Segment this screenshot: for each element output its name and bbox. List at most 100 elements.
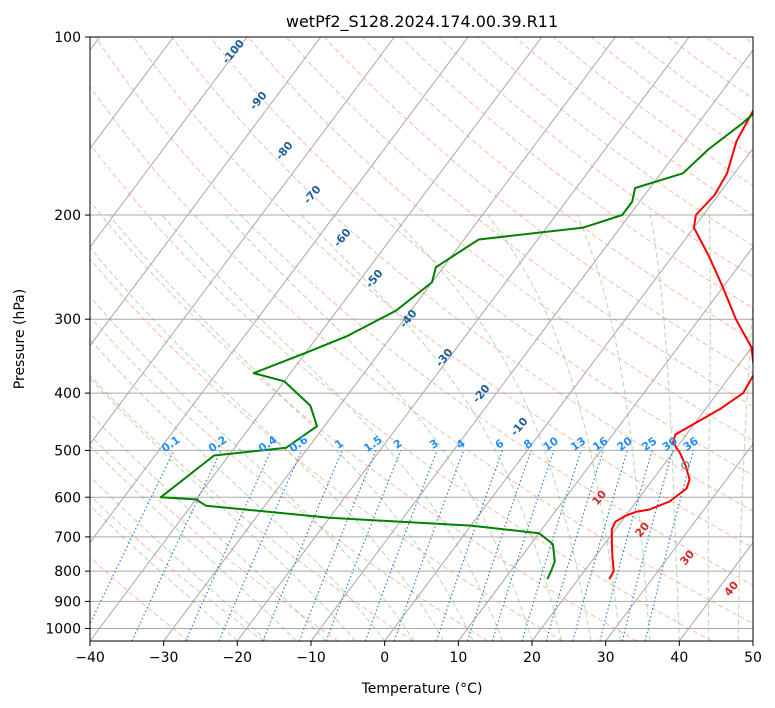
- x-tick-label: 0: [380, 650, 389, 666]
- dry-adiabat: [285, 37, 753, 408]
- mixing-ratio-line: [262, 450, 343, 641]
- background-lines: [90, 37, 753, 641]
- dry-adiabat: [247, 37, 753, 442]
- moist-adiabat: [90, 445, 297, 641]
- mixing-ratio-label: 0.4: [256, 433, 280, 455]
- dry-adiabat: [90, 495, 264, 641]
- mixing-ratio-line: [521, 450, 582, 641]
- moist-adiabat: [390, 214, 592, 641]
- x-tick-label: 40: [670, 650, 688, 666]
- mixing-ratio-line: [393, 450, 465, 641]
- mixing-ratio-label: 1.5: [361, 433, 384, 455]
- isotherm-gridline: [752, 640, 753, 641]
- dewpoint-profile-line: [159, 112, 753, 580]
- dry-adiabat: [90, 434, 339, 641]
- temperature-profile-line: [608, 108, 753, 580]
- x-tick-label: 30: [597, 650, 615, 666]
- y-tick-label: 300: [54, 312, 81, 328]
- dry-adiabat: [90, 143, 712, 641]
- mixing-ratio-line: [185, 450, 272, 641]
- dry-adiabat: [90, 258, 563, 641]
- isotherm-gridline: [531, 344, 753, 641]
- isotherm-gridline: [163, 37, 616, 641]
- moist-adiabat: [737, 295, 753, 641]
- mixing-ratio-label: 25: [639, 434, 659, 453]
- dry-adiabat: [400, 37, 753, 309]
- x-tick-label: 50: [744, 650, 762, 666]
- moist-adiabat: [90, 475, 268, 641]
- dry-adiabat: [90, 200, 638, 641]
- dry-adiabat: [438, 37, 753, 278]
- chart-title: wetPf2_S128.2024.174.00.39.R11: [286, 12, 558, 32]
- y-tick-label: 600: [54, 490, 81, 506]
- dry-adiabat: [90, 374, 414, 641]
- lcl-marker: [681, 461, 690, 470]
- y-tick-label: 500: [54, 443, 81, 459]
- dry-adiabat: [133, 37, 753, 549]
- y-tick-label: 400: [54, 386, 81, 402]
- moist-adiabat: [90, 377, 356, 641]
- mixing-ratio-line: [435, 450, 504, 641]
- mixing-ratio-line: [572, 450, 629, 641]
- moist-adiabat: [90, 246, 445, 641]
- mixing-ratio-line: [298, 450, 377, 641]
- moist-adiabat: [224, 214, 533, 641]
- y-tick-label: 700: [54, 530, 81, 546]
- isotherm-gridline: [90, 37, 395, 445]
- mixing-ratio-label: 2: [391, 437, 405, 452]
- moist-adiabat-label: 10: [589, 487, 609, 507]
- dry-adiabat-label: -10: [508, 415, 531, 439]
- mixing-ratio-label: 0.2: [206, 433, 229, 455]
- dry-adiabat: [90, 316, 488, 641]
- y-tick-label: 100: [54, 30, 81, 46]
- moist-adiabat: [576, 214, 651, 641]
- dry-adiabat-label: -100: [219, 37, 247, 67]
- dry-adiabat: [90, 85, 753, 625]
- mixing-ratio-label: 1: [332, 437, 346, 452]
- dry-adiabat: [324, 37, 753, 374]
- isotherm-gridline: [605, 443, 753, 641]
- mixing-ratio-label: 4: [454, 436, 468, 451]
- mixing-ratio-line: [644, 450, 695, 641]
- isotherm-gridline: [90, 37, 469, 544]
- x-tick-label: −40: [75, 650, 105, 666]
- y-axis-title: Pressure (hPa): [12, 289, 28, 389]
- mixing-ratio-line: [491, 450, 555, 641]
- moist-adiabat-label: 30: [677, 547, 697, 567]
- moist-adiabat: [707, 214, 711, 641]
- moist-adiabat: [90, 339, 386, 641]
- x-tick-label: 10: [449, 650, 467, 666]
- mixing-ratio-label: 8: [521, 437, 535, 452]
- axes: −40 −30 −20 −10 0 10 20 30 40 50 1000 900 800 700 600 5…: [45, 30, 762, 666]
- dry-adiabat: [209, 37, 753, 477]
- isotherm-gridline: [457, 246, 753, 641]
- dry-adiabat: [743, 37, 753, 44]
- x-tick-label: −20: [223, 650, 253, 666]
- x-tick-label: −10: [296, 650, 326, 666]
- dry-adiabat-label: -40: [397, 307, 420, 331]
- mixing-ratio-line: [545, 450, 604, 641]
- x-axis-title: Temperature (°C): [361, 681, 483, 697]
- dry-adiabat: [90, 556, 190, 641]
- isotherm-gridline: [90, 37, 543, 641]
- moist-adiabat: [108, 214, 474, 641]
- moist-adiabat: [301, 214, 562, 641]
- x-tick-label: 20: [523, 650, 541, 666]
- isotherm-gridline: [90, 37, 322, 347]
- mixing-ratio-line: [90, 450, 175, 626]
- y-tick-label: 1000: [45, 621, 81, 637]
- isotherm-gridline: [90, 37, 174, 150]
- mixing-ratio-label: 13: [568, 434, 588, 453]
- isotherm-gridline: [90, 37, 248, 248]
- mixing-ratio-line: [599, 450, 653, 641]
- data-lines: [159, 108, 753, 580]
- plot-frame: [89, 36, 754, 642]
- mixing-ratio-line: [325, 450, 402, 641]
- mixing-ratio-label: 0.1: [159, 433, 182, 455]
- dry-adiabat-label: -60: [331, 226, 354, 250]
- y-tick-label: 900: [54, 594, 81, 610]
- x-tick-label: −30: [149, 650, 179, 666]
- isotherm-gridline: [236, 37, 690, 641]
- y-tick-label: 200: [54, 208, 81, 224]
